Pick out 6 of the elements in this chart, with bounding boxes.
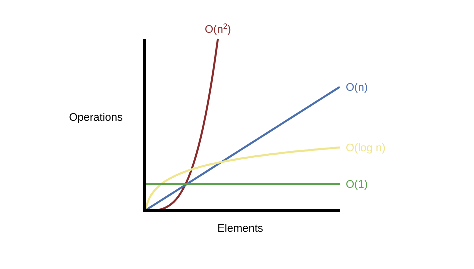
x-axis-title: Elements — [218, 223, 264, 235]
series-label: O(log n) — [346, 142, 386, 155]
series-label: O(n) — [346, 82, 368, 94]
series-label: O(1) — [346, 178, 368, 191]
y-axis-title: Operations — [69, 112, 124, 124]
series-label: O(n$^{2}$) — [204, 22, 232, 36]
